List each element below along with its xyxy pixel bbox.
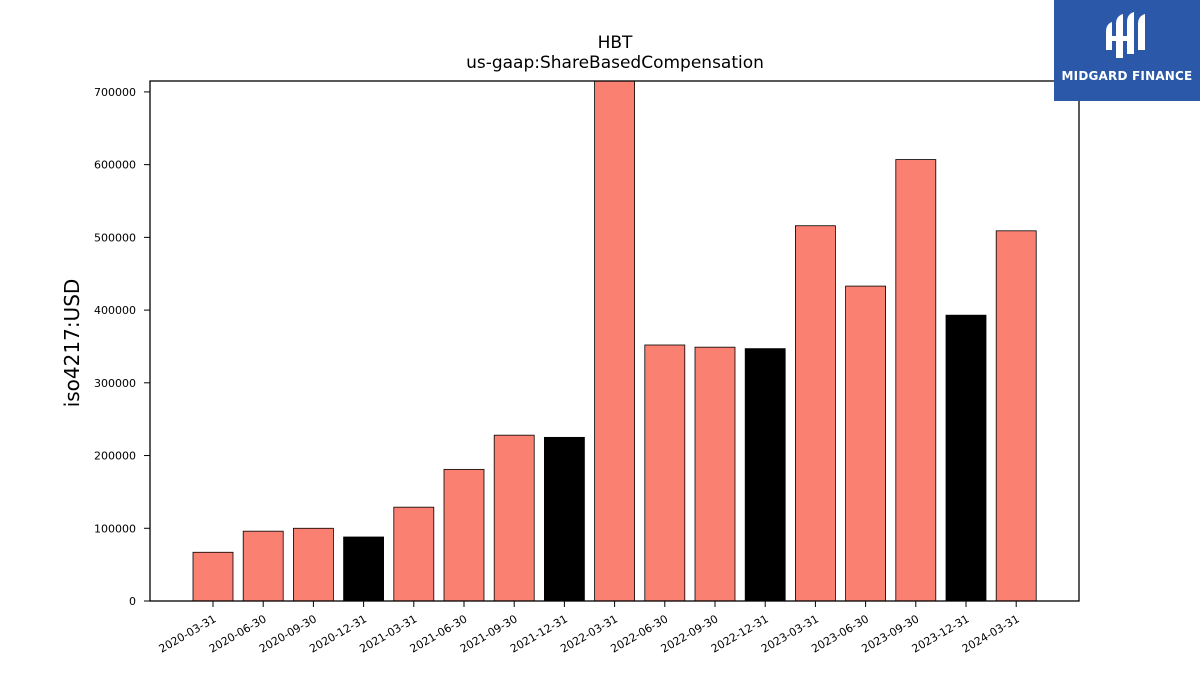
x-tick-label: 2024-03-31	[960, 612, 1022, 655]
bar-2022-03-31	[594, 80, 635, 602]
bar-2020-06-30	[242, 530, 284, 602]
y-tick-label: 0	[129, 595, 136, 608]
bar-2022-09-30	[694, 346, 736, 602]
y-tick-label: 700000	[94, 86, 136, 99]
y-ticks-group: 0 100000 200000 300000 400000 500000 600000 700…	[94, 86, 150, 608]
bar-2020-12-31	[343, 536, 385, 602]
chart-subtitle: us-gaap:ShareBasedCompensation	[466, 53, 764, 73]
bar-2024-03-31	[995, 230, 1037, 602]
y-tick-label: 100000	[94, 522, 136, 535]
bar-2020-09-30	[292, 527, 334, 602]
y-tick-label: 200000	[94, 450, 136, 463]
y-tick-label: 500000	[94, 231, 136, 244]
bars-group	[192, 80, 1037, 602]
bar-2021-06-30	[443, 468, 485, 602]
bar-2023-06-30	[845, 285, 886, 602]
y-tick-label: 400000	[94, 304, 136, 317]
chart-title: HBT	[598, 33, 633, 53]
logo-text: MIDGARD FINANCE	[1061, 69, 1193, 83]
bar-2021-09-30	[493, 434, 535, 602]
bar-2023-03-31	[795, 225, 836, 602]
midgard-finance-logo: MIDGARD FINANCE	[1054, 0, 1200, 101]
bar-2021-12-31	[544, 436, 585, 602]
y-tick-label: 300000	[94, 377, 136, 390]
bar-2022-06-30	[644, 344, 686, 602]
y-axis-label: iso4217:USD	[60, 279, 84, 408]
bar-2021-03-31	[393, 506, 435, 602]
bar-2022-12-31	[744, 348, 786, 602]
plot-frame	[149, 80, 1080, 602]
y-tick-label: 600000	[94, 159, 136, 172]
bar-2023-12-31	[945, 314, 987, 602]
bar-2023-09-30	[895, 159, 937, 602]
x-ticks-group: 2020-03-312020-06-302020-09-302020-12-31…	[157, 601, 1022, 656]
midgard-logo-icon	[1106, 12, 1145, 58]
bar-2020-03-31	[192, 551, 234, 602]
